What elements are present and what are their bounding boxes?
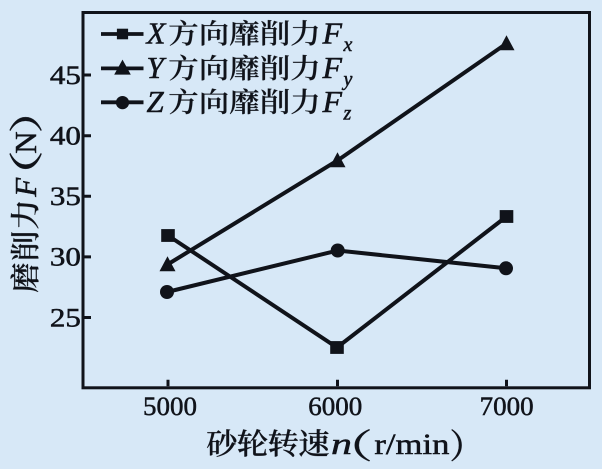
- svg-text:F: F: [321, 84, 343, 119]
- svg-text:30: 30: [50, 243, 81, 272]
- svg-text:n: n: [331, 426, 352, 461]
- svg-text:5000: 5000: [143, 391, 197, 421]
- svg-text:45: 45: [50, 61, 81, 90]
- svg-text:X: X: [145, 15, 167, 50]
- svg-text:r/min: r/min: [374, 428, 449, 461]
- svg-text:6000: 6000: [308, 391, 362, 421]
- svg-text:y: y: [342, 69, 353, 91]
- svg-text:F: F: [321, 50, 343, 85]
- svg-text:Y: Y: [147, 50, 167, 85]
- svg-text:F: F: [321, 15, 343, 50]
- svg-text:7000: 7000: [480, 391, 534, 421]
- svg-text:F: F: [8, 177, 43, 198]
- svg-text:z: z: [343, 102, 352, 124]
- svg-text:25: 25: [50, 303, 81, 332]
- svg-text:40: 40: [50, 122, 81, 151]
- svg-text:35: 35: [50, 182, 81, 211]
- svg-text:x: x: [343, 34, 353, 56]
- svg-text:N: N: [8, 131, 43, 153]
- svg-text:Z: Z: [147, 84, 165, 119]
